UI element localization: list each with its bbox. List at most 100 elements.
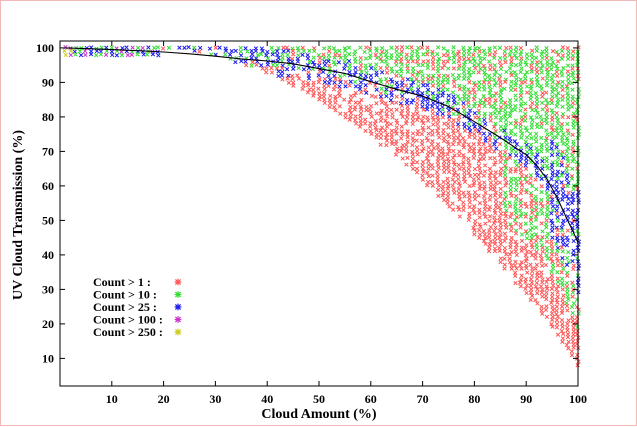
scatter-point xyxy=(498,118,503,123)
scatter-point xyxy=(561,141,566,147)
scatter-point xyxy=(565,93,571,98)
scatter-point xyxy=(535,287,540,292)
scatter-point xyxy=(441,138,447,144)
scatter-point xyxy=(290,48,296,53)
scatter-point xyxy=(239,58,244,64)
scatter-point xyxy=(513,193,519,199)
scatter-point xyxy=(258,52,264,57)
scatter-point xyxy=(508,121,513,126)
scatter-point xyxy=(152,45,157,51)
scatter-point xyxy=(421,96,426,102)
scatter-point xyxy=(343,48,348,53)
scatter-point xyxy=(545,62,550,68)
scatter-point xyxy=(559,304,565,309)
scatter-point xyxy=(476,46,482,51)
scatter-point xyxy=(471,97,477,102)
scatter-point xyxy=(411,138,416,144)
scatter-point xyxy=(570,159,575,164)
scatter-point xyxy=(328,93,333,99)
scatter-point xyxy=(533,256,538,261)
scatter-point xyxy=(364,108,369,113)
scatter-point xyxy=(462,124,467,130)
scatter-point xyxy=(564,235,570,240)
scatter-point xyxy=(410,66,416,71)
scatter-point xyxy=(498,128,504,133)
scatter-point xyxy=(451,111,456,117)
scatter-point xyxy=(456,141,461,147)
scatter-point xyxy=(502,114,508,119)
scatter-point xyxy=(512,69,517,75)
scatter-point xyxy=(544,253,549,258)
scatter-point xyxy=(476,159,482,164)
scatter-point xyxy=(555,270,560,275)
scatter-point xyxy=(452,170,457,175)
scatter-point xyxy=(414,160,420,165)
scatter-point xyxy=(374,48,379,53)
scatter-point xyxy=(570,72,575,78)
scatter-point xyxy=(533,253,538,258)
scatter-point xyxy=(461,87,467,92)
scatter-point xyxy=(347,66,352,71)
scatter-point xyxy=(534,131,539,136)
scatter-point xyxy=(571,301,576,306)
scatter-point xyxy=(487,100,492,106)
scatter-point xyxy=(483,52,488,57)
scatter-point xyxy=(450,124,456,130)
scatter-point xyxy=(379,115,384,120)
scatter-point xyxy=(540,49,545,54)
scatter-point xyxy=(529,273,535,278)
scatter-point xyxy=(525,249,530,255)
scatter-point xyxy=(466,76,471,81)
scatter-point xyxy=(528,142,534,147)
scatter-point xyxy=(346,45,352,50)
scatter-point xyxy=(513,87,518,92)
scatter-point xyxy=(493,80,499,86)
scatter-point xyxy=(461,204,466,209)
scatter-point xyxy=(550,298,555,303)
scatter-point xyxy=(347,63,353,68)
scatter-point xyxy=(327,49,332,54)
scatter-point xyxy=(569,349,574,354)
scatter-point xyxy=(358,111,364,116)
scatter-point xyxy=(442,169,447,175)
scatter-point xyxy=(539,304,544,310)
scatter-point xyxy=(497,204,502,210)
scatter-point xyxy=(472,193,477,199)
scatter-point xyxy=(425,83,430,88)
scatter-point xyxy=(280,77,285,82)
scatter-point xyxy=(544,218,549,223)
scatter-point xyxy=(135,45,141,50)
scatter-point xyxy=(316,73,321,78)
scatter-point xyxy=(462,108,467,113)
scatter-point xyxy=(347,52,352,57)
scatter-point xyxy=(559,180,564,185)
scatter-point xyxy=(565,172,570,178)
scatter-point xyxy=(455,101,461,106)
scatter-point xyxy=(415,152,420,157)
scatter-point xyxy=(301,83,306,88)
scatter-point xyxy=(518,191,523,196)
scatter-point xyxy=(399,62,405,67)
scatter-point xyxy=(534,245,540,251)
scatter-point xyxy=(560,283,565,288)
scatter-point xyxy=(507,136,512,141)
scatter-point xyxy=(492,149,497,154)
scatter-point xyxy=(310,60,316,65)
scatter-point xyxy=(394,100,399,105)
scatter-point xyxy=(503,214,509,219)
scatter-point xyxy=(322,83,327,89)
scatter-point xyxy=(450,201,455,206)
scatter-point xyxy=(544,225,549,230)
scatter-point xyxy=(502,163,508,169)
scatter-point xyxy=(291,83,296,88)
scatter-point xyxy=(383,90,388,95)
scatter-point xyxy=(523,107,528,112)
scatter-point xyxy=(509,266,514,271)
scatter-point xyxy=(549,276,555,282)
scatter-point xyxy=(289,59,295,64)
scatter-point xyxy=(270,52,275,57)
scatter-point xyxy=(502,262,507,267)
scatter-point xyxy=(550,72,556,78)
scatter-point xyxy=(415,59,420,64)
scatter-point xyxy=(332,104,337,110)
